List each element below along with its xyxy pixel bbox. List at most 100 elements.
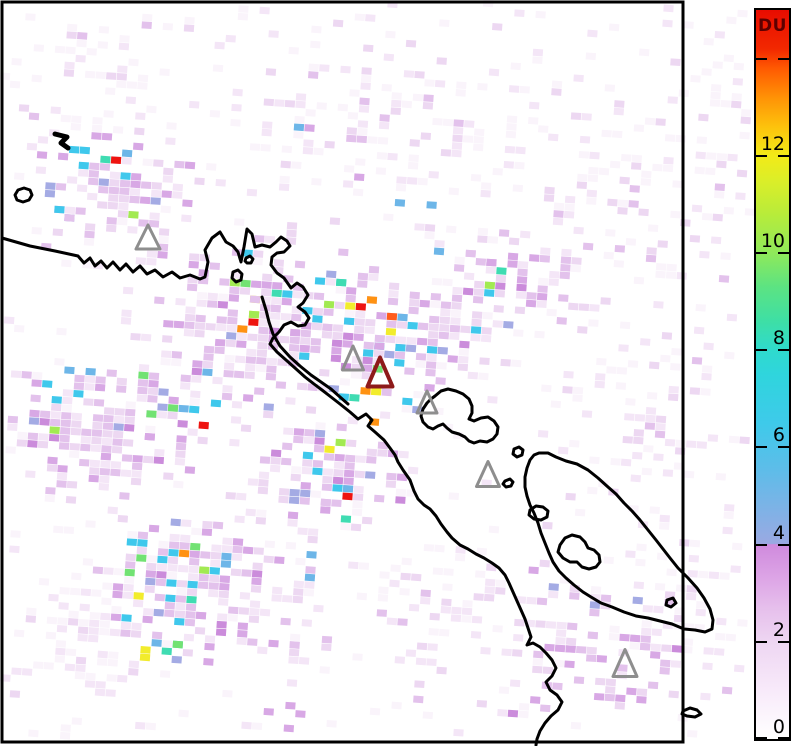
haze-cell: [183, 329, 195, 337]
so2-cell: [470, 326, 482, 334]
haze-cell: [353, 333, 364, 342]
so2-cell: [209, 567, 221, 575]
haze-cell: [84, 680, 96, 688]
haze-cell: [57, 617, 68, 626]
haze-cell: [570, 112, 582, 121]
so2-cell: [517, 268, 528, 277]
haze-cell: [368, 265, 380, 274]
haze-cell: [71, 572, 82, 581]
haze-cell: [716, 617, 727, 626]
haze-cell: [361, 516, 373, 525]
haze-cell: [724, 351, 735, 360]
haze-cell: [189, 398, 200, 406]
haze-cell: [458, 355, 469, 364]
haze-cell: [146, 562, 157, 571]
haze-cell: [477, 235, 488, 244]
haze-cell: [101, 445, 112, 453]
haze-cell: [707, 434, 719, 442]
haze-cell: [312, 307, 324, 316]
haze-cell: [161, 190, 172, 199]
haze-cell: [290, 466, 302, 474]
haze-cell: [342, 340, 353, 348]
haze-cell: [587, 486, 598, 495]
haze-cell: [215, 178, 226, 187]
colorbar-unit-label: DU: [758, 16, 787, 36]
coastline-islet-ring-nw: [13, 186, 34, 204]
haze-cell: [151, 182, 162, 190]
haze-cell: [252, 562, 263, 571]
haze-cell: [484, 578, 496, 587]
haze-cell: [412, 93, 424, 102]
haze-cell: [608, 23, 620, 32]
haze-cell: [405, 649, 417, 658]
haze-cell: [703, 342, 714, 351]
haze-cell: [726, 16, 737, 25]
haze-cell: [365, 318, 376, 327]
so2-cell: [285, 701, 296, 710]
haze-cell: [506, 123, 517, 131]
haze-cell: [601, 129, 612, 138]
haze-cell: [94, 383, 106, 392]
haze-cell: [715, 472, 727, 481]
so2-cell: [57, 152, 69, 161]
haze-cell: [261, 281, 272, 289]
haze-cell: [425, 361, 437, 369]
haze-cell: [299, 489, 311, 498]
haze-cell: [163, 472, 174, 481]
so2-cell: [370, 387, 382, 396]
haze-cell: [311, 177, 322, 186]
haze-cell: [638, 48, 650, 57]
haze-cell: [543, 194, 555, 202]
haze-cell: [528, 566, 539, 575]
haze-cell: [313, 292, 325, 301]
haze-cell: [641, 620, 652, 628]
haze-cell: [258, 326, 269, 335]
haze-cell: [102, 582, 113, 591]
haze-cell: [366, 456, 377, 464]
haze-cell: [668, 385, 679, 394]
haze-cell: [39, 418, 50, 426]
so2-cell: [585, 654, 597, 663]
haze-cell: [259, 608, 271, 617]
so2-cell: [166, 579, 177, 587]
haze-cell: [96, 201, 108, 209]
haze-cell: [117, 65, 128, 74]
haze-cell: [419, 299, 430, 308]
haze-cell: [442, 583, 453, 592]
haze-cell: [714, 632, 726, 641]
so2-cell: [148, 524, 160, 533]
haze-cell: [7, 415, 19, 424]
haze-cell: [450, 317, 461, 325]
haze-cell: [410, 573, 422, 582]
so2-cell: [28, 417, 40, 425]
haze-cell: [462, 135, 474, 143]
haze-cell: [413, 695, 424, 704]
so2-cell: [331, 346, 342, 355]
haze-cell: [356, 135, 368, 144]
haze-cell: [367, 136, 378, 144]
haze-cell: [229, 438, 240, 447]
haze-cell: [688, 554, 700, 563]
haze-cell: [124, 416, 135, 425]
haze-cell: [77, 169, 89, 177]
haze-cell: [666, 263, 677, 272]
haze-cell: [475, 258, 487, 266]
haze-cell: [122, 591, 134, 600]
haze-cell: [645, 414, 656, 423]
haze-cell: [81, 428, 92, 437]
coastline-bay-islet-2: [243, 254, 255, 265]
haze-cell: [175, 450, 186, 459]
so2-cell: [334, 453, 345, 462]
haze-cell: [64, 61, 75, 70]
haze-cell: [514, 306, 526, 315]
so2-cell: [346, 134, 357, 143]
haze-cell: [112, 590, 123, 599]
haze-cell: [701, 365, 713, 373]
so2-cell: [41, 380, 53, 388]
haze-cell: [420, 132, 432, 141]
haze-cell: [270, 457, 281, 465]
haze-cell: [455, 89, 466, 97]
haze-cell: [134, 127, 145, 136]
haze-cell: [65, 496, 77, 504]
